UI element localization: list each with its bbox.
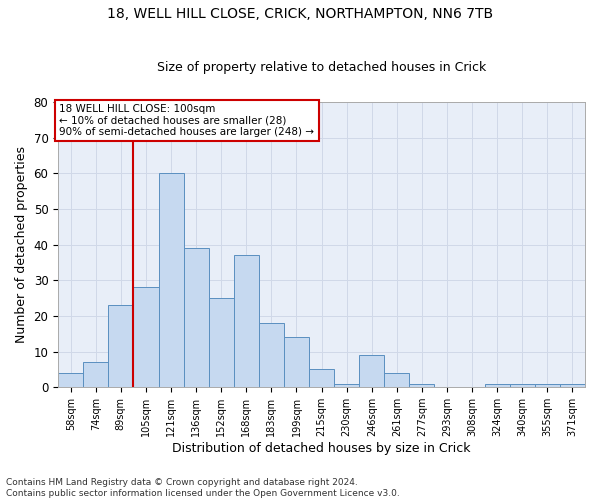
Bar xyxy=(83,362,109,387)
Title: Size of property relative to detached houses in Crick: Size of property relative to detached ho… xyxy=(157,62,486,74)
Bar xyxy=(284,338,309,387)
Bar xyxy=(109,305,133,387)
Bar xyxy=(259,323,284,387)
Bar xyxy=(560,384,585,387)
Text: Contains HM Land Registry data © Crown copyright and database right 2024.
Contai: Contains HM Land Registry data © Crown c… xyxy=(6,478,400,498)
Bar xyxy=(409,384,434,387)
Bar xyxy=(209,298,234,387)
Bar xyxy=(485,384,510,387)
Bar xyxy=(309,370,334,387)
X-axis label: Distribution of detached houses by size in Crick: Distribution of detached houses by size … xyxy=(172,442,471,455)
Bar xyxy=(133,288,158,387)
Bar xyxy=(510,384,535,387)
Text: 18, WELL HILL CLOSE, CRICK, NORTHAMPTON, NN6 7TB: 18, WELL HILL CLOSE, CRICK, NORTHAMPTON,… xyxy=(107,8,493,22)
Bar xyxy=(158,174,184,387)
Bar xyxy=(535,384,560,387)
Bar xyxy=(184,248,209,387)
Bar xyxy=(58,373,83,387)
Bar xyxy=(384,373,409,387)
Text: 18 WELL HILL CLOSE: 100sqm
← 10% of detached houses are smaller (28)
90% of semi: 18 WELL HILL CLOSE: 100sqm ← 10% of deta… xyxy=(59,104,314,137)
Y-axis label: Number of detached properties: Number of detached properties xyxy=(15,146,28,343)
Bar xyxy=(334,384,359,387)
Bar xyxy=(359,355,384,387)
Bar xyxy=(234,256,259,387)
